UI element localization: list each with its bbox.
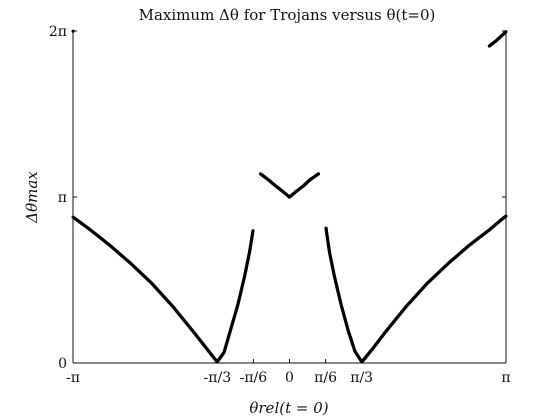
chart-title: Maximum Δθ for Trojans versus θ(t=0) — [139, 6, 436, 24]
x-tick-label: π/6 — [314, 370, 337, 386]
x-tick-label: -π — [66, 370, 80, 386]
x-axis-label: θrel(t = 0) — [249, 399, 328, 417]
x-tick-label: π/3 — [350, 370, 373, 386]
data-points — [71, 29, 508, 364]
data-point — [251, 230, 255, 234]
x-tick-label: π — [501, 370, 510, 386]
y-axis-label: Δθmax — [23, 171, 41, 224]
x-axis: -π -π/3 -π/6 0 π/6 π/3 π — [66, 359, 511, 386]
y-axis: 0 π 2π — [49, 24, 506, 372]
data-point — [315, 172, 320, 177]
y-tick-label: π — [58, 190, 67, 206]
series-4 — [71, 29, 75, 33]
data-point — [71, 29, 75, 33]
data-point — [503, 215, 507, 219]
x-tick-label: -π/3 — [204, 370, 232, 386]
y-tick-label: 0 — [58, 356, 67, 372]
x-tick-label: 0 — [285, 370, 294, 386]
y-tick-label: 2π — [49, 24, 67, 40]
series-1 — [324, 214, 508, 364]
series-2 — [258, 172, 321, 199]
data-point — [503, 30, 507, 34]
series-0 — [71, 215, 255, 364]
x-tick-label: -π/6 — [240, 370, 268, 386]
series-3 — [487, 30, 508, 48]
